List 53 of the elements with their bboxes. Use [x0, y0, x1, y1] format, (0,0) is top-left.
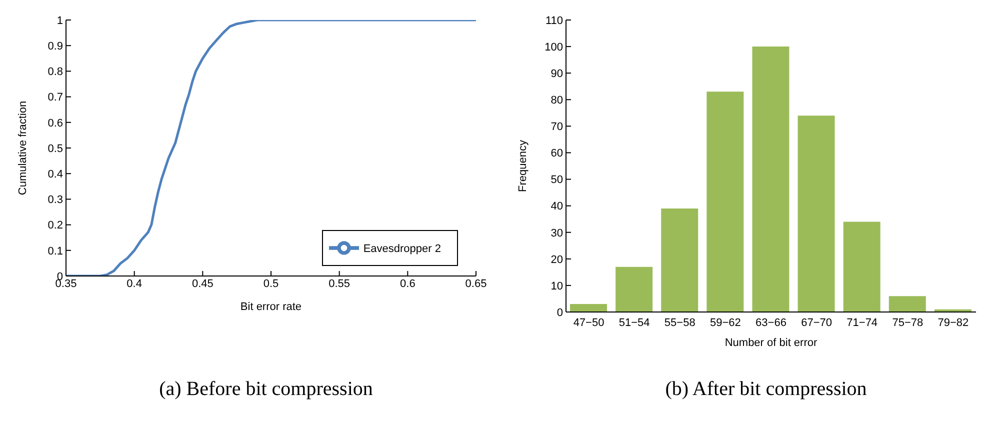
y-tick-label: 20: [550, 254, 563, 266]
x-tick-label: 47−50: [573, 316, 604, 329]
bar: [752, 46, 790, 312]
x-axis-title: Bit error rate: [240, 301, 302, 313]
x-tick-label: 59−62: [710, 316, 741, 329]
x-tick-label: 0.45: [192, 278, 214, 290]
y-tick-label: 0.6: [48, 117, 63, 130]
y-axis-title: Frequency: [516, 140, 529, 192]
x-tick-label: 0.6: [400, 278, 416, 290]
y-tick-label: 90: [550, 68, 563, 80]
x-tick-label: 0.5: [263, 278, 279, 290]
x-tick-label: 67−70: [801, 316, 832, 329]
x-tick-label: 63−66: [756, 316, 786, 329]
x-tick-label: 79−82: [938, 316, 969, 329]
y-tick-label: 40: [550, 200, 563, 213]
bar: [843, 222, 880, 312]
y-tick-label: 0.2: [48, 220, 63, 232]
bar: [888, 296, 926, 312]
y-tick-label: 1: [56, 14, 63, 27]
y-tick-label: 60: [550, 148, 563, 160]
bar: [616, 266, 653, 312]
line-series: [66, 20, 476, 276]
x-tick-label: 51−54: [618, 316, 650, 329]
legend-label: Eavesdropper 2: [363, 242, 441, 255]
text: (a) Before bit compression: [158, 378, 374, 401]
x-tick-label: 0.4: [126, 278, 142, 290]
x-tick-label: 71−74: [846, 316, 878, 329]
y-tick-label: 0.4: [48, 168, 63, 181]
y-tick-label: 0: [556, 306, 563, 319]
y-axis-title: Cumulative fraction: [16, 100, 29, 196]
bar: [661, 208, 698, 312]
y-tick-label: 50: [550, 174, 563, 186]
y-tick-label: 0.8: [48, 66, 63, 78]
y-tick-label: 110: [545, 14, 563, 27]
x-tick-label: 0.55: [328, 278, 350, 290]
text: (b) After bit compression: [664, 378, 868, 401]
x-tick-label: 55−58: [664, 316, 696, 329]
bar: [706, 92, 744, 312]
y-tick-label: 70: [550, 121, 563, 134]
y-tick-label: 100: [544, 41, 563, 54]
x-tick-label: 0.65: [465, 278, 487, 290]
y-tick-label: 10: [550, 280, 563, 292]
x-axis-title: Number of bit error: [724, 337, 818, 349]
x-tick-label: 75−78: [892, 316, 924, 329]
bar: [570, 304, 607, 312]
y-tick-label: 0.7: [48, 92, 63, 104]
y-tick-label: 30: [550, 227, 563, 240]
y-tick-label: 80: [550, 94, 563, 107]
y-tick-label: 0.3: [48, 194, 63, 206]
y-tick-label: 0.9: [48, 40, 63, 53]
y-tick-label: 0.5: [48, 142, 63, 155]
y-tick-label: 0.1: [48, 245, 63, 258]
bar: [798, 116, 835, 312]
